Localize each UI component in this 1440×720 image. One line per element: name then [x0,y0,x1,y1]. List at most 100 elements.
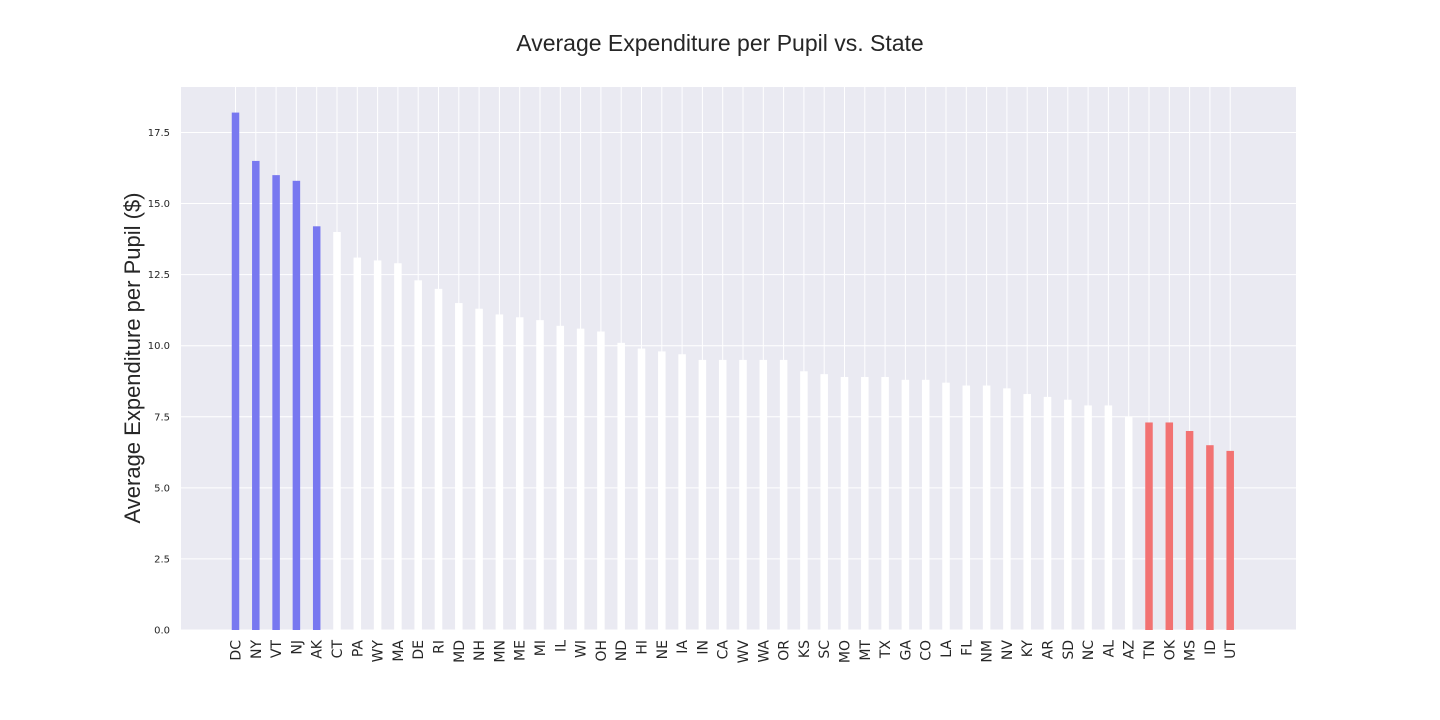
bar-nc [1084,405,1092,630]
bar-ut [1226,450,1234,630]
bar-wv [739,359,747,630]
x-tick-label: AK [310,639,326,659]
bar-hi [637,348,646,630]
x-tick-label: CA [716,640,732,660]
y-tick-label: 10.0 [148,341,170,352]
y-axis-label: Average Expenditure per Pupil ($) [120,192,145,523]
bar-ma [394,263,402,630]
x-tick-label: WY [371,640,387,663]
bar-la [942,382,950,630]
bar-nh [475,308,483,630]
x-tick-label: PA [350,640,366,658]
bar-dc [231,112,240,631]
bar-il [556,325,565,630]
bar-ct [333,231,341,630]
y-tick-label: 0.0 [154,626,170,637]
y-tick-label: 7.5 [154,412,170,423]
bar-oh [597,331,605,630]
x-tick-label: NE [655,640,671,659]
x-tick-label: TN [1142,640,1158,660]
y-tick-label: 17.5 [148,128,170,139]
x-tick-label: IA [675,640,691,654]
bar-de [414,280,422,630]
x-tick-label: MN [492,640,508,663]
x-tick-label: IL [553,640,569,652]
bar-tx [881,376,889,630]
x-tick-label: HI [635,640,651,655]
x-tick-label: SC [817,640,833,659]
x-tick-label: CT [330,640,346,659]
bar-in [698,359,707,630]
bar-co [921,379,930,630]
x-tick-label: SD [1061,640,1077,660]
chart-title: Average Expenditure per Pupil vs. State [516,30,924,56]
x-tick-label: MI [533,640,549,656]
x-tick-labels: DC NY VT NJ AK CT PA WY MA DE RI MD NH MN ME MI IL WI OH ND… [229,639,1240,663]
x-tick-label: ID [1203,640,1219,655]
x-tick-label: OR [777,640,793,661]
y-tick-label: 2.5 [154,554,170,565]
x-tick-label: MS [1183,640,1199,661]
bar-mn [495,314,504,630]
bar-mt [861,376,869,630]
x-tick-label: NY [249,640,265,659]
bar-ne [658,351,666,630]
x-tick-label: AL [1101,640,1117,658]
bar-pa [353,257,362,630]
x-tick-label: TX [878,640,894,660]
x-tick-label: IN [695,640,711,655]
y-tick-label: 5.0 [154,483,170,494]
bar-al [1104,405,1113,630]
bar-mo [840,376,849,630]
bar-ia [678,354,686,630]
bar-ca [718,359,727,630]
bars [231,112,1234,631]
bar-ms [1185,430,1194,630]
bar-me [515,317,524,630]
x-tick-label: AR [1041,640,1057,660]
x-tick-label: NJ [289,640,305,655]
x-tick-label: MT [858,640,874,661]
x-tick-label: OH [594,640,610,662]
bar-id [1206,445,1214,630]
bar-az [1124,416,1133,630]
x-tick-label: OK [1162,639,1178,660]
bar-fl [962,385,971,630]
x-tick-label: FL [959,640,975,656]
bar-wi [576,328,585,630]
bar-mi [536,320,544,630]
x-tick-label: NM [980,640,996,663]
x-tick-label: AZ [1122,640,1138,659]
x-tick-label: ND [614,640,630,661]
x-tick-label: NH [472,640,488,661]
bar-ar [1043,396,1052,630]
bar-md [455,303,463,630]
bar-ok [1165,422,1174,630]
bar-sc [820,374,828,630]
x-tick-label: LA [939,640,955,658]
y-tick-labels: 0.0 2.5 5.0 7.5 10.0 12.5 15.0 17.5 [148,128,170,637]
y-tick-label: 12.5 [148,270,170,281]
x-tick-label: DC [229,640,245,661]
x-tick-label: UT [1223,640,1239,659]
y-tick-label: 15.0 [148,199,170,210]
bar-wy [373,260,382,630]
x-tick-label: WV [736,640,752,664]
bar-tn [1145,422,1153,630]
bar-ny [252,160,260,630]
x-tick-label: MD [452,640,468,663]
x-tick-label: WA [756,640,772,663]
x-tick-label: GA [898,640,914,661]
x-tick-label: CO [919,640,935,661]
x-tick-label: NC [1081,640,1097,660]
bar-vt [272,175,280,630]
bar-ga [901,379,910,630]
bar-nv [1003,388,1011,630]
x-tick-label: WI [574,640,590,658]
x-tick-label: KS [797,640,813,658]
bar-wa [759,359,768,630]
bar-sd [1064,399,1072,630]
x-tick-label: ME [513,640,529,661]
bar-ak [312,226,321,631]
